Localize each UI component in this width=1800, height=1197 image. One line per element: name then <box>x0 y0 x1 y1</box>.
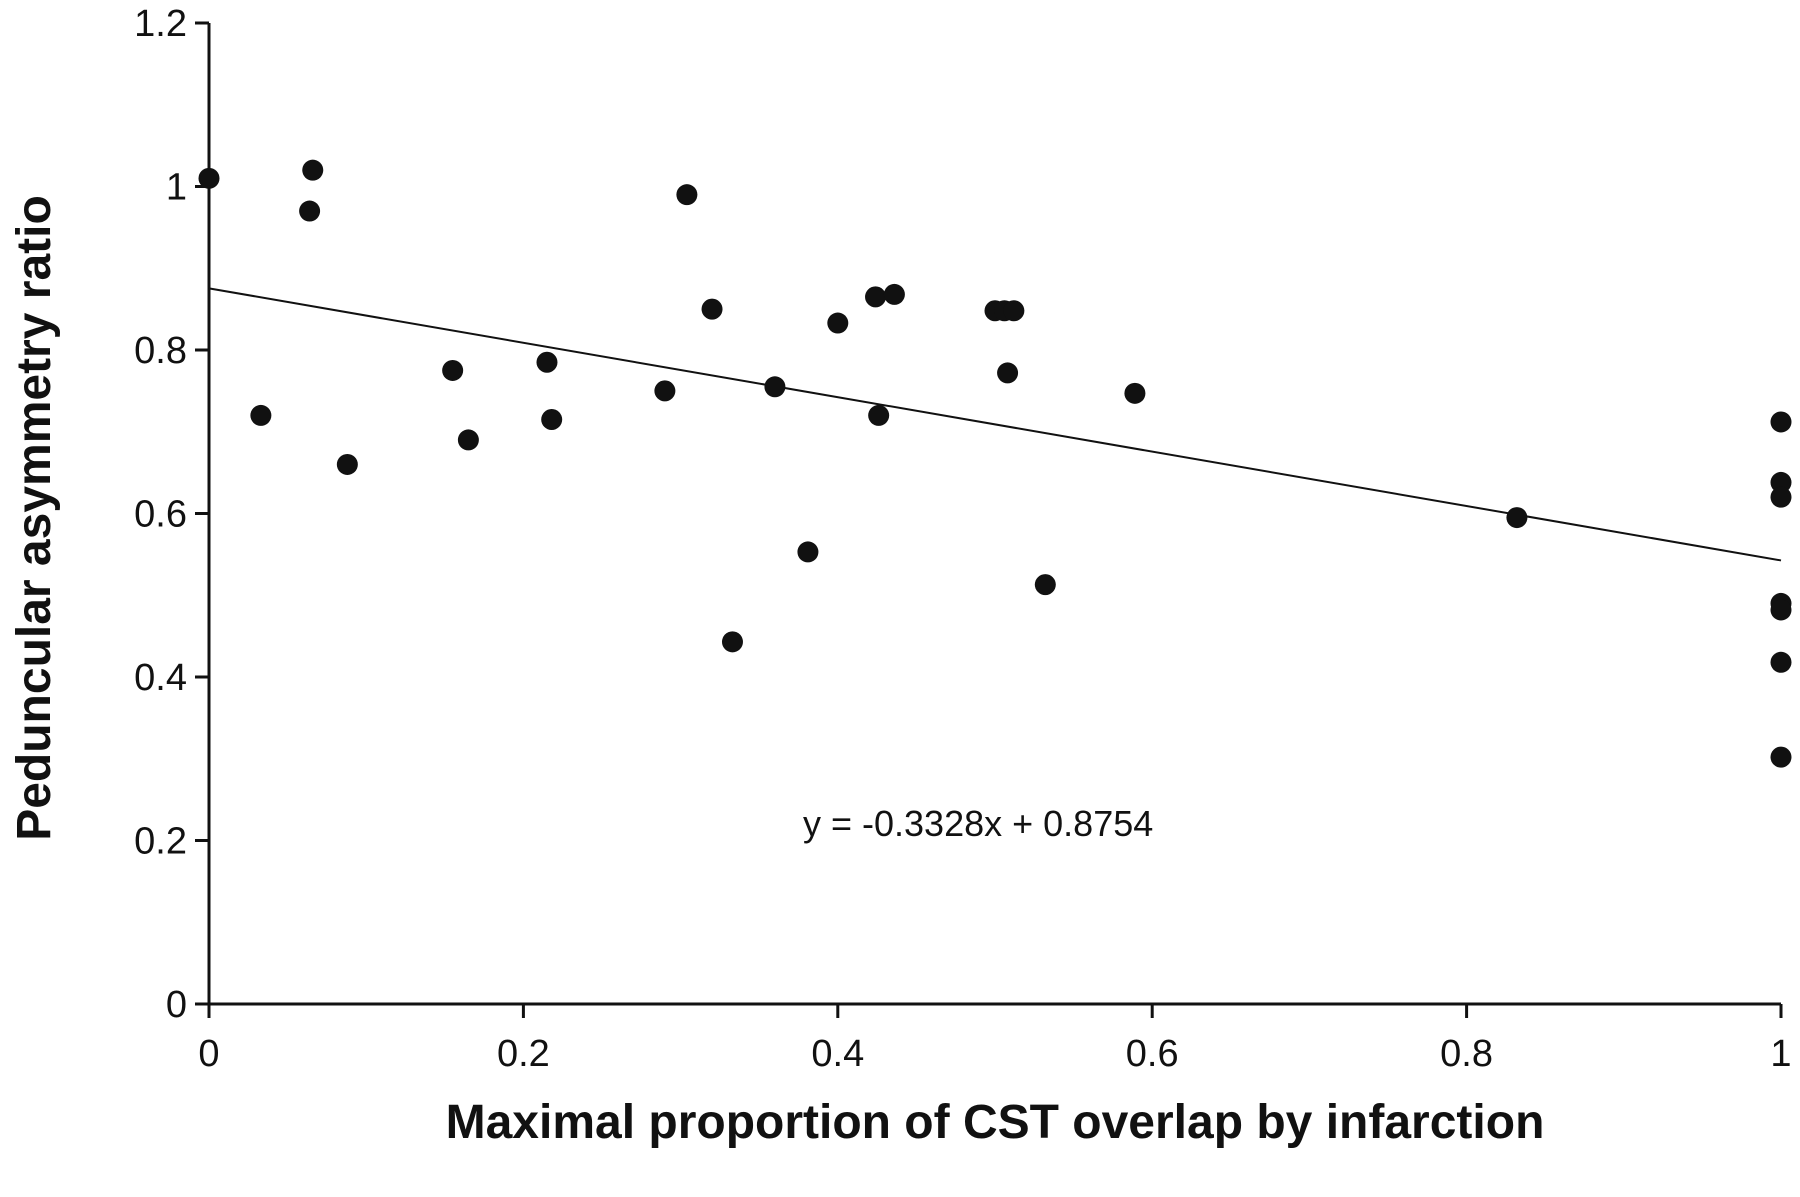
y-tick-label: 0.2 <box>134 821 187 863</box>
data-point <box>1003 300 1025 322</box>
data-point <box>1506 507 1528 529</box>
x-tick-label: 0 <box>198 1033 219 1075</box>
data-point <box>250 404 272 426</box>
y-tick-label: 1 <box>166 167 187 209</box>
data-point <box>1124 382 1146 404</box>
y-tick-label: 0.8 <box>134 330 187 372</box>
trendline-equation: y = -0.3328x + 0.8754 <box>803 803 1153 844</box>
y-tick-label: 0.6 <box>134 494 187 536</box>
data-point <box>299 200 321 222</box>
data-point <box>536 351 558 373</box>
data-point <box>198 167 220 189</box>
x-tick-label: 1 <box>1770 1033 1791 1075</box>
data-point <box>654 380 676 402</box>
x-tick-label: 0.6 <box>1126 1033 1179 1075</box>
data-point <box>883 283 905 305</box>
data-point <box>1770 471 1792 493</box>
data-point <box>797 541 819 563</box>
trendline <box>208 287 1782 562</box>
data-point <box>701 298 723 320</box>
data-point <box>997 362 1019 384</box>
data-point <box>457 429 479 451</box>
data-point <box>336 453 358 475</box>
data-point <box>442 359 464 381</box>
y-tick-label: 0 <box>166 984 187 1026</box>
axes: 0 0.2 0.4 0.6 0.8 1 1.2 0 0.2 0.4 0.6 0.8 1 <box>134 3 1791 1075</box>
y-tick-label: 0.4 <box>134 657 187 699</box>
x-tick-label: 0.2 <box>497 1033 550 1075</box>
data-point <box>1770 746 1792 768</box>
data-point <box>868 404 890 426</box>
data-point <box>541 408 563 430</box>
data-point <box>865 286 887 308</box>
data-point <box>1770 486 1792 508</box>
data-points <box>198 159 1792 768</box>
x-tick-label: 0.8 <box>1440 1033 1493 1075</box>
data-point <box>1770 651 1792 673</box>
data-point <box>721 631 743 653</box>
y-axis-title: Peduncular asymmetry ratio <box>8 195 61 841</box>
y-tick-label: 1.2 <box>134 3 187 45</box>
x-tick-label: 0.4 <box>811 1033 864 1075</box>
data-point <box>1770 411 1792 433</box>
data-point <box>827 312 849 334</box>
data-point <box>676 184 698 206</box>
x-axis-title: Maximal proportion of CST overlap by inf… <box>446 1096 1545 1149</box>
data-point <box>764 376 786 398</box>
data-point <box>302 159 324 181</box>
data-point <box>1034 574 1056 596</box>
trendline-group <box>208 287 1782 562</box>
data-point <box>1770 599 1792 621</box>
